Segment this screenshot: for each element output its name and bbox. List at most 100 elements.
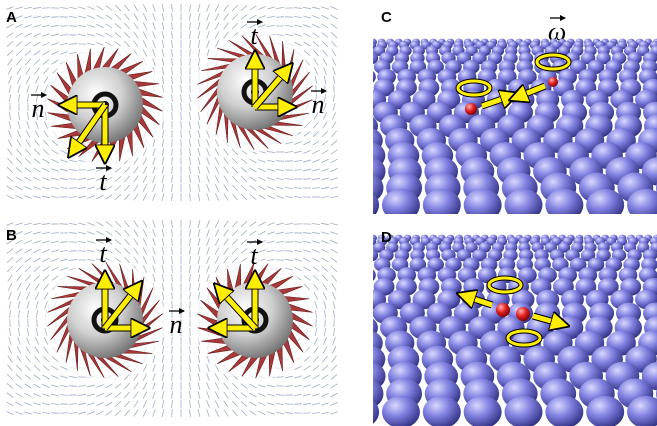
flow-vector — [69, 376, 77, 377]
flow-vector — [285, 223, 293, 224]
flow-vector — [181, 121, 182, 129]
lattice-sphere — [333, 237, 343, 246]
lattice-sphere — [150, 142, 182, 169]
flow-vector — [321, 249, 328, 253]
flow-vector — [215, 220, 219, 227]
flow-vector — [162, 409, 164, 417]
flow-vector — [134, 167, 139, 174]
flow-vector — [24, 24, 31, 27]
flow-vector — [207, 364, 210, 372]
flow-vector — [124, 167, 129, 173]
flow-vector — [172, 31, 173, 39]
lattice-sphere — [300, 189, 338, 221]
flow-vector — [16, 158, 22, 164]
flow-vector — [215, 391, 219, 398]
lattice-sphere — [316, 362, 350, 391]
flow-vector — [276, 403, 284, 404]
flow-vector — [124, 392, 129, 398]
flow-vector — [285, 376, 293, 378]
flow-vector — [143, 4, 146, 11]
lattice-sphere — [329, 79, 350, 97]
flow-vector — [312, 224, 320, 225]
flow-vector — [124, 185, 129, 191]
flow-vector — [258, 385, 266, 388]
flow-vector — [333, 103, 335, 111]
flow-vector — [322, 356, 327, 362]
flow-vector — [312, 394, 320, 397]
lattice-sphere — [316, 157, 350, 186]
flow-vector — [198, 382, 200, 390]
flow-vector — [87, 403, 95, 406]
lattice-sphere — [137, 189, 175, 221]
flow-vector — [96, 385, 103, 388]
flow-vector — [9, 130, 12, 137]
flow-vector — [17, 356, 22, 363]
flow-vector — [96, 393, 103, 396]
flow-vector — [267, 241, 275, 243]
flow-vector — [172, 238, 173, 246]
flow-vector — [207, 256, 210, 263]
flow-vector — [316, 319, 317, 327]
flow-vector — [331, 374, 337, 379]
lattice-sphere — [338, 258, 355, 272]
flow-vector — [181, 130, 182, 138]
flow-vector — [87, 16, 94, 19]
flow-vector — [153, 274, 155, 282]
flow-vector — [198, 58, 199, 66]
flow-vector — [106, 195, 113, 200]
flow-vector — [115, 32, 121, 37]
flow-vector — [172, 166, 173, 174]
flow-vector — [44, 131, 48, 138]
lattice-sphere — [154, 39, 162, 46]
lattice-sphere — [321, 114, 348, 137]
flow-vector — [215, 184, 219, 191]
flow-vector — [285, 25, 293, 26]
flow-vector — [124, 401, 129, 407]
flow-vector — [124, 257, 129, 263]
flow-vector — [60, 34, 68, 35]
flow-vector — [15, 402, 22, 405]
flow-vector — [294, 242, 302, 243]
flow-vector — [294, 196, 302, 197]
flow-vector — [267, 250, 275, 252]
flow-vector — [303, 197, 311, 198]
flow-vector — [34, 258, 41, 262]
flow-vector — [207, 139, 210, 146]
flow-vector — [314, 337, 317, 344]
flow-vector — [143, 193, 147, 200]
flow-vector — [172, 391, 173, 399]
flow-vector — [198, 130, 200, 138]
flow-vector — [190, 292, 191, 300]
flow-vector — [333, 301, 335, 309]
flow-vector — [258, 160, 265, 163]
flow-vector — [51, 197, 59, 198]
lattice-sphere — [283, 235, 291, 242]
flow-vector — [78, 232, 86, 234]
flow-vector — [25, 249, 32, 253]
flow-vector — [34, 275, 40, 281]
flow-vector — [330, 178, 338, 181]
flow-vector — [162, 355, 163, 363]
lattice-sphere — [356, 258, 373, 272]
flow-vector — [153, 373, 156, 381]
lattice-sphere — [344, 41, 354, 50]
flow-vector — [87, 196, 95, 199]
flow-vector — [163, 337, 164, 345]
flow-vector — [215, 166, 219, 173]
lattice-sphere — [319, 302, 344, 323]
flow-vector — [322, 150, 329, 154]
flow-vector — [322, 33, 328, 38]
flow-vector — [198, 166, 200, 174]
flow-vector — [207, 238, 210, 245]
vector-label: t — [250, 21, 258, 50]
flow-vector — [7, 383, 13, 388]
lattice-sphere — [348, 52, 362, 64]
lattice-sphere — [352, 235, 360, 242]
flow-vector — [241, 221, 247, 226]
flow-vector — [232, 257, 238, 263]
lattice-sphere — [301, 237, 311, 246]
flow-vector — [87, 232, 95, 235]
flow-vector — [96, 43, 104, 46]
flow-vector — [162, 247, 164, 255]
flow-vector — [321, 232, 329, 234]
